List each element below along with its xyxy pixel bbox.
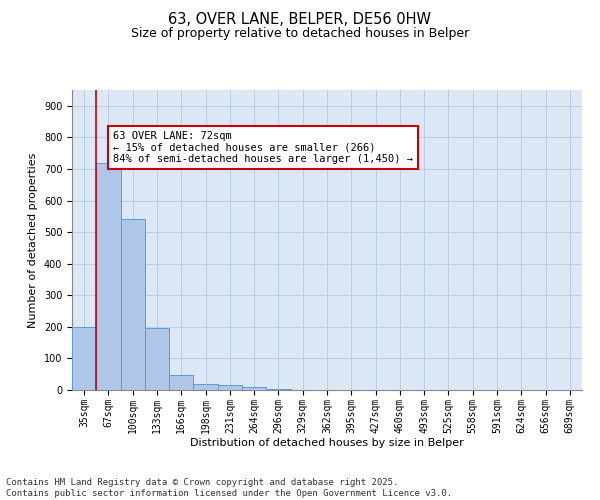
Bar xyxy=(193,384,218,390)
Bar xyxy=(145,328,169,390)
Bar xyxy=(72,327,96,390)
Bar xyxy=(96,162,121,390)
Y-axis label: Number of detached properties: Number of detached properties xyxy=(28,152,38,328)
Bar xyxy=(218,386,242,390)
Text: Size of property relative to detached houses in Belper: Size of property relative to detached ho… xyxy=(131,28,469,40)
Bar xyxy=(169,375,193,390)
Text: Contains HM Land Registry data © Crown copyright and database right 2025.
Contai: Contains HM Land Registry data © Crown c… xyxy=(6,478,452,498)
Text: 63, OVER LANE, BELPER, DE56 0HW: 63, OVER LANE, BELPER, DE56 0HW xyxy=(169,12,431,28)
Bar xyxy=(242,387,266,390)
X-axis label: Distribution of detached houses by size in Belper: Distribution of detached houses by size … xyxy=(190,438,464,448)
Text: 63 OVER LANE: 72sqm
← 15% of detached houses are smaller (266)
84% of semi-detac: 63 OVER LANE: 72sqm ← 15% of detached ho… xyxy=(113,131,413,164)
Bar xyxy=(266,389,290,390)
Bar xyxy=(121,220,145,390)
